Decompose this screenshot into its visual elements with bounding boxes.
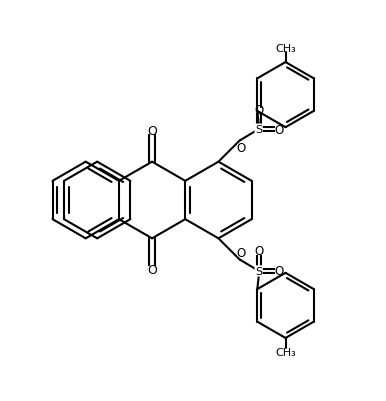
Text: O: O [147, 263, 157, 277]
Text: O: O [147, 124, 157, 138]
Text: O: O [274, 123, 283, 136]
Text: CH₃: CH₃ [275, 44, 296, 54]
Text: O: O [237, 246, 246, 259]
Text: O: O [274, 265, 283, 278]
Text: O: O [254, 245, 263, 258]
Text: S: S [255, 125, 262, 135]
Text: O: O [237, 142, 246, 155]
Text: O: O [254, 103, 263, 116]
Text: S: S [255, 266, 262, 276]
Text: CH₃: CH₃ [275, 347, 296, 357]
